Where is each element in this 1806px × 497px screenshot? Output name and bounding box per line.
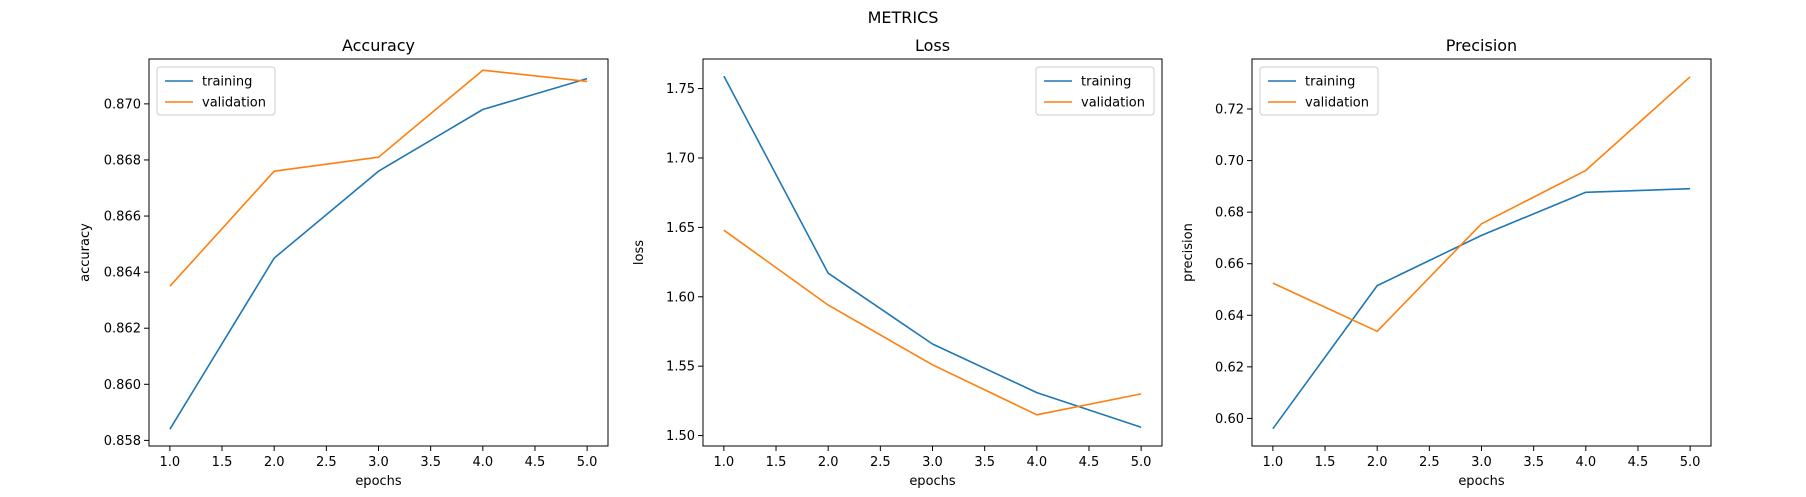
series-line-training: [723, 75, 1142, 429]
x-tick-label: 1.0: [714, 455, 735, 470]
legend-label-training: training: [1081, 75, 1131, 90]
x-tick-label: 3.5: [1523, 455, 1544, 470]
x-tick-label: 3.0: [922, 455, 943, 470]
legend-box: [1035, 66, 1155, 116]
y-tick-label: 1.55: [666, 360, 695, 375]
x-axis-label: epochs: [909, 474, 956, 489]
y-axis-label: precision: [1181, 223, 1196, 282]
y-tick-label: 0.864: [104, 266, 141, 281]
y-axis-label: loss: [632, 240, 647, 265]
x-tick-label: 5.0: [577, 455, 598, 470]
x-tick-label: 4.5: [525, 455, 546, 470]
x-tick-label: 1.0: [1263, 455, 1284, 470]
x-tick-label: 2.0: [264, 455, 285, 470]
legend: training validation: [1035, 66, 1155, 116]
y-tick-label: 0.68: [1215, 206, 1244, 221]
x-tick-label: 1.5: [766, 455, 787, 470]
y-tick-label: 0.64: [1215, 309, 1244, 324]
chart-panel-loss: 1.0 1.5 2.0 2.5 3.0 3.5 4.0 4.5 5.0 1.50 1.55 1.60 1…: [632, 36, 1163, 489]
x-tick-label: 1.5: [1315, 455, 1336, 470]
x-tick-label: 2.5: [1419, 455, 1440, 470]
legend: training validation: [156, 66, 276, 116]
y-tick-label: 1.60: [666, 290, 695, 305]
x-tick-label: 3.0: [368, 455, 389, 470]
x-tick-label: 5.0: [1131, 455, 1152, 470]
y-tick-label: 1.65: [666, 221, 695, 236]
x-tick-label: 2.5: [316, 455, 337, 470]
y-tick-label: 0.70: [1215, 154, 1244, 169]
series-line-training: [1272, 187, 1691, 430]
x-tick-label: 4.0: [472, 455, 493, 470]
y-tick-label: 0.868: [104, 153, 141, 168]
chart-title: Precision: [1446, 36, 1517, 55]
y-tick-label: 0.860: [104, 378, 141, 393]
legend: training validation: [1259, 66, 1379, 116]
x-tick-label: 3.5: [974, 455, 995, 470]
series-line-validation: [723, 229, 1142, 416]
figure-suptitle: METRICS: [868, 8, 939, 27]
legend-box: [1259, 66, 1379, 116]
y-tick-label: 0.870: [104, 97, 141, 112]
y-axis-label: accuracy: [78, 223, 93, 282]
legend-label-validation: validation: [1305, 96, 1369, 111]
x-tick-label: 2.5: [870, 455, 891, 470]
y-tick-label: 0.72: [1215, 103, 1244, 118]
y-tick-label: 0.62: [1215, 360, 1244, 375]
legend-label-training: training: [202, 75, 252, 90]
chart-panel-accuracy: 1.0 1.5 2.0 2.5 3.0 3.5 4.0 4.5 5.0 0.858 0.860 0.8…: [78, 36, 609, 489]
x-tick-label: 2.0: [818, 455, 839, 470]
x-tick-label: 3.5: [420, 455, 441, 470]
y-tick-label: 1.75: [666, 82, 695, 97]
series-line-training: [169, 77, 588, 430]
legend-label-training: training: [1305, 75, 1355, 90]
x-axis-label: epochs: [1458, 474, 1505, 489]
series-line-validation: [1272, 76, 1691, 333]
legend-label-validation: validation: [202, 96, 266, 111]
series-line-validation: [169, 69, 588, 287]
y-tick-label: 0.866: [104, 210, 141, 225]
x-tick-label: 4.0: [1026, 455, 1047, 470]
legend-box: [156, 66, 276, 116]
x-tick-label: 1.0: [160, 455, 181, 470]
y-tick-label: 1.50: [666, 429, 695, 444]
chart-title: Loss: [915, 36, 950, 55]
x-tick-label: 4.5: [1628, 455, 1649, 470]
chart-title: Accuracy: [342, 36, 415, 55]
x-tick-label: 4.5: [1079, 455, 1100, 470]
chart-panel-precision: 1.0 1.5 2.0 2.5 3.0 3.5 4.0 4.5 5.0 0.60 0.62 0.64 0…: [1181, 36, 1712, 489]
x-tick-label: 3.0: [1471, 455, 1492, 470]
legend-label-validation: validation: [1081, 96, 1145, 111]
x-tick-label: 2.0: [1367, 455, 1388, 470]
x-tick-label: 1.5: [212, 455, 233, 470]
y-tick-label: 0.66: [1215, 257, 1244, 272]
x-tick-label: 5.0: [1680, 455, 1701, 470]
y-tick-label: 0.60: [1215, 412, 1244, 427]
y-tick-label: 1.70: [666, 151, 695, 166]
x-axis-label: epochs: [355, 474, 402, 489]
y-tick-label: 0.858: [104, 434, 141, 449]
x-tick-label: 4.0: [1575, 455, 1596, 470]
y-tick-label: 0.862: [104, 322, 141, 337]
